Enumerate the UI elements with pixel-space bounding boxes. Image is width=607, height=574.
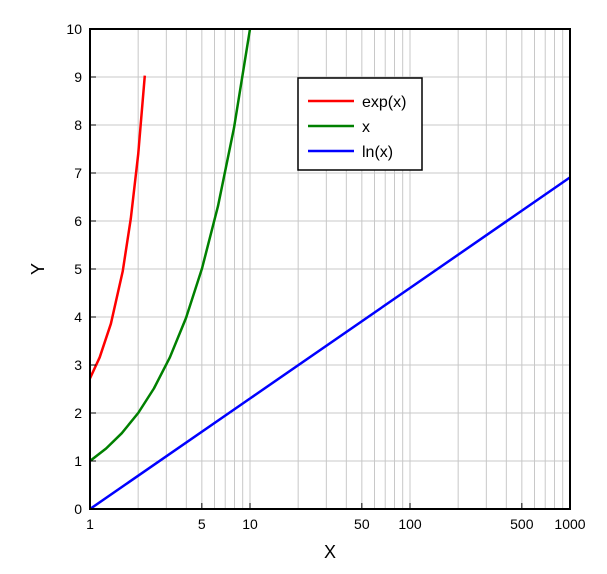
x-axis-title: X [324, 542, 336, 562]
series-layer [90, 29, 570, 509]
y-tick-label: 8 [74, 117, 82, 133]
legend-label: ln(x) [362, 144, 393, 161]
y-tick-label: 2 [74, 405, 82, 421]
y-tick-label: 6 [74, 213, 82, 229]
x-tick-label: 5 [198, 516, 206, 532]
legend: exp(x) x ln(x) [297, 77, 423, 171]
y-axis-title: Y [28, 263, 48, 275]
x-tick-label: 50 [354, 516, 370, 532]
y-tick-label: 1 [74, 453, 82, 469]
y-tick-label: 0 [74, 501, 82, 517]
legend-label: x [362, 119, 370, 136]
x-tick-label: 10 [242, 516, 258, 532]
x-tick-label: 1 [86, 516, 94, 532]
x-tick-label: 1000 [554, 516, 585, 532]
y-tick-label: 4 [74, 309, 82, 325]
x-tick-label: 100 [398, 516, 422, 532]
x-tick-label: 500 [510, 516, 534, 532]
y-tick-label: 7 [74, 165, 82, 181]
y-tick-label: 10 [66, 21, 82, 37]
y-tick-label: 5 [74, 261, 82, 277]
series-line [90, 75, 147, 379]
y-tick-label: 3 [74, 357, 82, 373]
legend-box [297, 77, 423, 171]
series-line [90, 176, 570, 509]
y-tick-label: 9 [74, 69, 82, 85]
series-line [90, 29, 252, 462]
legend-label: exp(x) [362, 94, 406, 111]
